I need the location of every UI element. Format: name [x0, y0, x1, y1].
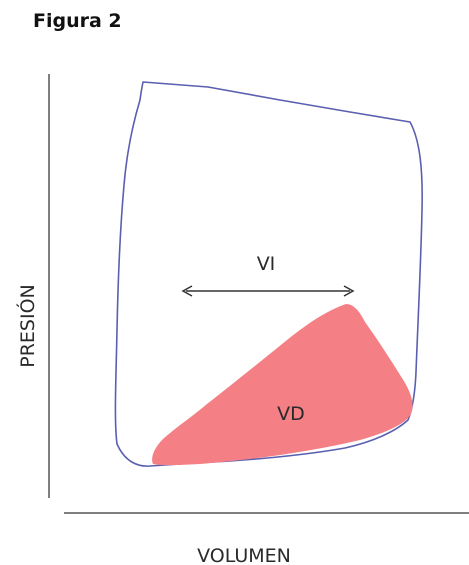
- vd-label: VD: [277, 403, 305, 425]
- y-axis-label: PRESIÓN: [15, 284, 39, 368]
- vi-arrow-head-left: [181, 285, 193, 297]
- x-axis-label: VOLUMEN: [197, 545, 291, 565]
- vi-arrow-head-right: [343, 285, 355, 297]
- vi-label: VI: [257, 253, 276, 275]
- figure-title: Figura 2: [33, 10, 122, 32]
- vd-loop: [152, 304, 413, 466]
